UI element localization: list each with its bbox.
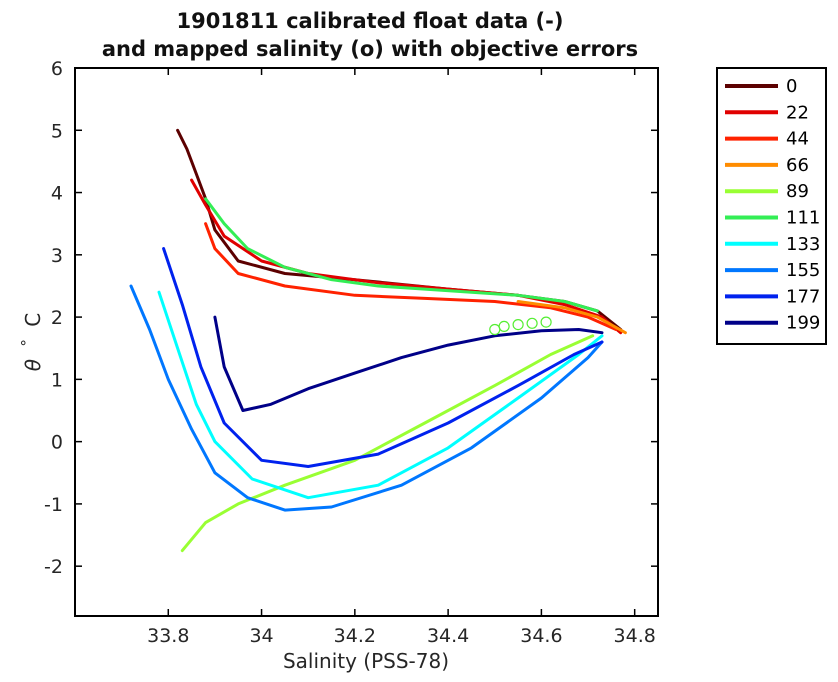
series-line-8 [162, 247, 604, 468]
legend-label-22: 22 [786, 102, 809, 123]
series-line-5 [204, 197, 599, 313]
y-tick-label: 5 [51, 120, 63, 142]
legend-label-155: 155 [786, 260, 820, 281]
x-tick-label: 34.8 [614, 625, 656, 647]
x-tick-label: 34.2 [334, 625, 376, 647]
y-axis-label-unit: C [21, 313, 45, 327]
y-tick-label: -2 [44, 556, 63, 578]
mapped-point [498, 320, 510, 332]
legend-label-177: 177 [786, 286, 820, 307]
y-axis-ticks: -2 -1 0 1 2 3 4 5 6 [44, 58, 658, 578]
mapped-point [540, 316, 552, 328]
series-line-7 [129, 284, 604, 512]
mapped-point [512, 319, 524, 331]
plot-area [75, 68, 658, 616]
x-tick-label: 34.6 [520, 625, 562, 647]
series-line-2 [204, 222, 618, 331]
y-axis-label: θ ° C [13, 313, 45, 371]
series-line-3 [516, 300, 627, 335]
legend-label-111: 111 [786, 208, 820, 229]
y-tick-label: 0 [51, 432, 63, 454]
series-line-1 [190, 178, 623, 335]
series-line-4 [180, 334, 595, 553]
mapped-point [526, 317, 538, 329]
y-tick-label: 1 [51, 369, 63, 391]
legend-label-0: 0 [786, 76, 797, 97]
series-line-6 [157, 290, 604, 500]
legend-label-66: 66 [786, 155, 809, 176]
series-layer [129, 128, 627, 553]
legend-label-44: 44 [786, 129, 809, 150]
y-axis-label-degree: ° [18, 339, 36, 347]
x-tick-label: 34.4 [427, 625, 469, 647]
y-tick-label: 4 [51, 183, 63, 205]
x-tick-label: 33.8 [147, 625, 189, 647]
x-axis-ticks: 33.8 34 34.2 34.4 34.6 34.8 [147, 68, 656, 647]
x-tick-label: 34 [249, 625, 273, 647]
series-line-9 [213, 315, 604, 412]
y-axis-label-symbol: θ [21, 359, 45, 371]
legend: 0 22 44 66 89 111 133 155 177 199 [716, 67, 827, 345]
mapped-salinity-points [489, 316, 552, 336]
legend-label-199: 199 [786, 313, 820, 334]
legend-label-89: 89 [786, 181, 809, 202]
plot-border [74, 67, 659, 617]
chart-title-line-1: 1901811 calibrated float data (-) [177, 9, 564, 33]
legend-label-133: 133 [786, 234, 820, 255]
y-tick-label: -1 [44, 494, 63, 516]
y-tick-label: 6 [51, 58, 63, 80]
y-tick-label: 3 [51, 245, 63, 267]
chart-title-line-2: and mapped salinity (o) with objective e… [102, 37, 638, 61]
x-axis-label: Salinity (PSS-78) [283, 649, 449, 673]
y-tick-label: 2 [51, 307, 63, 329]
